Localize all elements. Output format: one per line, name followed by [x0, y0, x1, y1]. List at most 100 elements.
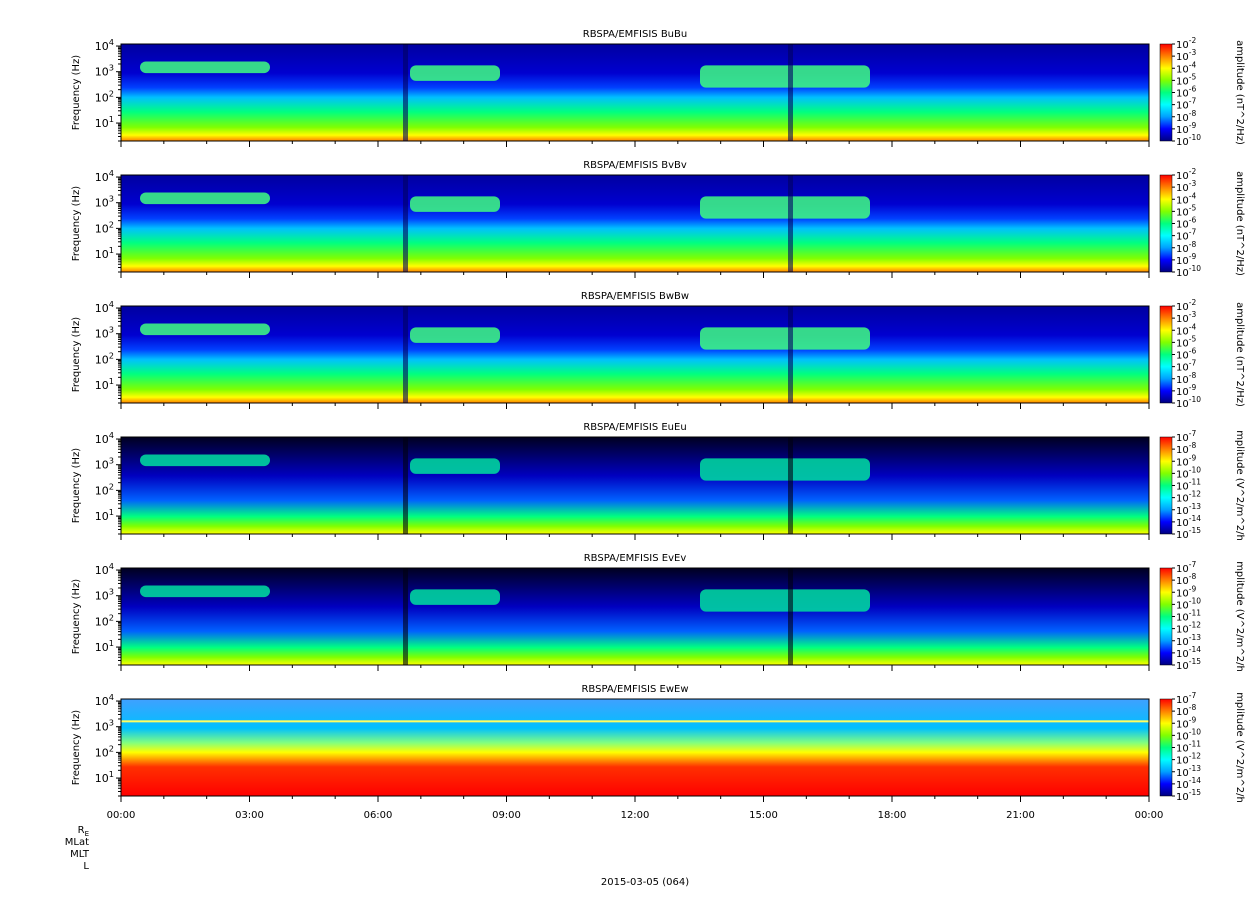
colorbar [1159, 567, 1173, 666]
tick-label: 101 [95, 376, 114, 392]
tick-label: 10-13 [1176, 764, 1201, 779]
tick-label: 10-9 [1176, 383, 1196, 398]
tick-label: 102 [95, 219, 114, 235]
tick-label: 101 [95, 245, 114, 261]
perigee-gap [403, 568, 408, 665]
tick-label: 103 [95, 587, 114, 603]
spectrogram-panel: RBSPA/EMFISIS EvEv 101 102 103 104 Frequency … [71, 553, 1245, 672]
spectrogram-panel: RBSPA/EMFISIS EuEu 101 102 103 104 Frequency … [71, 422, 1245, 541]
tick-label: 104 [95, 692, 114, 708]
x-tick-label: 06:00 [364, 810, 393, 821]
tick-label: 10-12 [1176, 490, 1201, 505]
tick-label: 10-7 [1176, 228, 1196, 243]
emission-band [140, 454, 270, 467]
spectrogram-panel: RBSPA/EMFISIS BwBw 101 102 103 104 Frequency … [71, 291, 1245, 410]
tick-label: 10-7 [1176, 560, 1196, 575]
emission-band [410, 458, 500, 474]
tick-label: 10-6 [1176, 216, 1196, 231]
tick-label: 10-11 [1176, 478, 1201, 493]
tick-label: 101 [95, 114, 114, 130]
x-tick-label: 18:00 [878, 810, 907, 821]
tick-label: 10-15 [1176, 788, 1201, 803]
tick-label: 104 [95, 561, 114, 577]
panel-title: RBSPA/EMFISIS EuEu [583, 422, 686, 433]
panel-title: RBSPA/EMFISIS BwBw [581, 291, 689, 302]
emission-band [140, 61, 270, 74]
tick-label: 104 [95, 168, 114, 184]
tick-label: 10-15 [1176, 657, 1201, 672]
y-axis-label: Frequency (Hz) [71, 55, 82, 131]
date-label: 2015-03-05 (064) [601, 877, 689, 888]
colorbar-label: mplitude (V^2/m^2/h [1234, 692, 1245, 803]
tick-label: 10-12 [1176, 752, 1201, 767]
x-tick-label: 12:00 [621, 810, 650, 821]
tick-label: 10-4 [1176, 322, 1196, 337]
tick-label: 10-4 [1176, 60, 1196, 75]
emission-band [700, 65, 870, 88]
perigee-gap [403, 175, 408, 272]
tick-label: 10-10 [1176, 727, 1201, 742]
tick-label: 104 [95, 430, 114, 446]
tick-label: 102 [95, 743, 114, 759]
spectrogram-image [121, 44, 1149, 141]
emission-line [121, 720, 1149, 723]
tick-label: 10-10 [1176, 596, 1201, 611]
perigee-gap [403, 437, 408, 534]
tick-label: 10-12 [1176, 621, 1201, 636]
tick-label: 10-13 [1176, 633, 1201, 648]
spectrogram-image [121, 437, 1149, 534]
tick-label: 10-11 [1176, 609, 1201, 624]
y-axis-label: Frequency (Hz) [71, 579, 82, 655]
x-tick-label: 15:00 [749, 810, 778, 821]
tick-label: 10-3 [1176, 179, 1196, 194]
tick-label: 102 [95, 88, 114, 104]
colorbar [1159, 305, 1173, 404]
emission-band [410, 327, 500, 343]
tick-label: 10-9 [1176, 715, 1196, 730]
colorbar-label: amplitude (nT^2/Hz) [1234, 40, 1245, 145]
x-tick-label: 03:00 [235, 810, 264, 821]
x-tick-label: 09:00 [492, 810, 521, 821]
tick-label: 10-7 [1176, 359, 1196, 374]
tick-label: 10-2 [1176, 36, 1196, 51]
tick-label: 10-3 [1176, 310, 1196, 325]
tick-label: 103 [95, 718, 114, 734]
tick-label: 10-11 [1176, 740, 1201, 755]
tick-label: 10-5 [1176, 72, 1196, 87]
tick-label: 104 [95, 299, 114, 315]
colorbar [1159, 698, 1173, 797]
tick-label: 10-14 [1176, 514, 1201, 529]
tick-label: 10-9 [1176, 453, 1196, 468]
x-tick-label: 21:00 [1006, 810, 1035, 821]
tick-label: 10-3 [1176, 48, 1196, 63]
emission-band [140, 323, 270, 336]
tick-label: 10-5 [1176, 203, 1196, 218]
tick-label: 10-8 [1176, 371, 1196, 386]
ephemeris-label: MLT [70, 849, 90, 860]
y-axis-label: Frequency (Hz) [71, 317, 82, 393]
panel-title: RBSPA/EMFISIS EvEv [584, 553, 687, 564]
tick-label: 102 [95, 481, 114, 497]
tick-label: 103 [95, 325, 114, 341]
emission-band [410, 196, 500, 212]
tick-label: 10-7 [1176, 97, 1196, 112]
y-axis-label: Frequency (Hz) [71, 448, 82, 524]
y-axis-label: Frequency (Hz) [71, 710, 82, 786]
emission-band [700, 196, 870, 219]
perigee-gap [788, 437, 793, 534]
emission-band [700, 327, 870, 350]
tick-label: 101 [95, 769, 114, 785]
tick-label: 10-7 [1176, 691, 1196, 706]
emission-band [700, 458, 870, 481]
tick-label: 103 [95, 456, 114, 472]
ephemeris-label: MLat [65, 837, 89, 848]
tick-label: 10-8 [1176, 703, 1196, 718]
tick-label: 10-8 [1176, 109, 1196, 124]
tick-label: 10-5 [1176, 334, 1196, 349]
emission-band [140, 192, 270, 205]
tick-label: 10-8 [1176, 572, 1196, 587]
colorbar-label: amplitude (nT^2/Hz) [1234, 171, 1245, 276]
spectrogram-panel: RBSPA/EMFISIS BvBv 101 102 103 104 Frequency … [71, 160, 1245, 279]
emission-band [410, 589, 500, 605]
y-axis-label: Frequency (Hz) [71, 186, 82, 262]
